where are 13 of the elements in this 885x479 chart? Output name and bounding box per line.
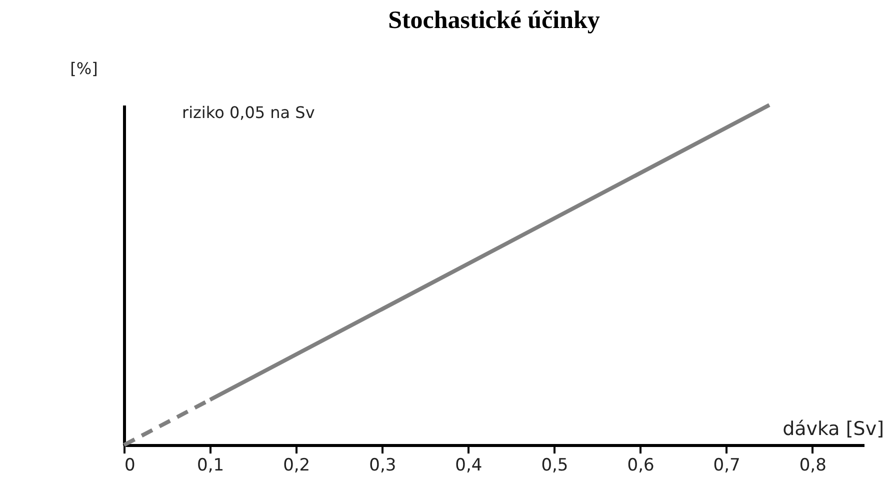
x-tick-label: 0,8 (799, 456, 826, 476)
x-tick-label: 0 (124, 456, 136, 476)
x-tick-label: 0,3 (369, 456, 396, 476)
x-tick-label: 0,1 (197, 456, 224, 476)
x-tick-label: 0,6 (627, 456, 654, 476)
x-tick-label: 0,4 (455, 456, 482, 476)
chart-title: Stochastické účinky (388, 7, 600, 34)
y-axis-title: [%] (70, 59, 98, 78)
x-tick-label: 0,5 (541, 456, 568, 476)
x-tick-label: 0,7 (713, 456, 740, 476)
x-tick-label: 0,2 (283, 456, 310, 476)
x-axis-title: dávka [Sv] (782, 418, 884, 440)
annotation: riziko 0,05 na Sv (182, 103, 315, 122)
